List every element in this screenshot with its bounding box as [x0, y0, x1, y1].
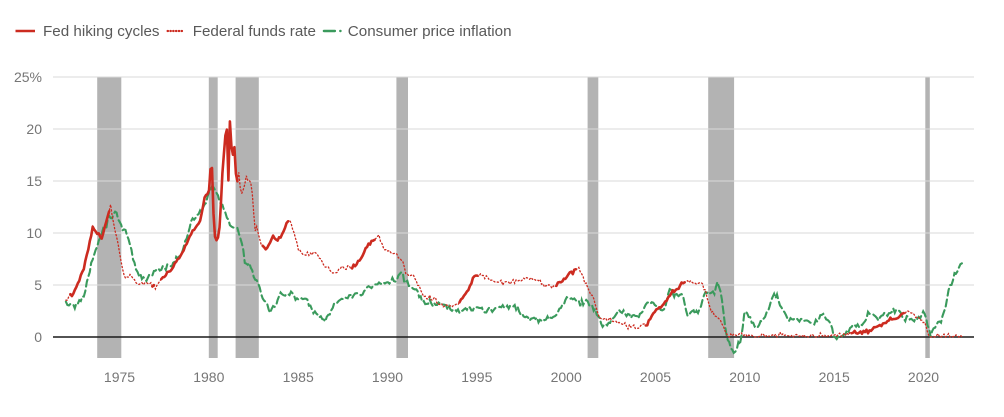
svg-text:1980: 1980	[193, 369, 224, 385]
svg-text:5: 5	[34, 277, 42, 293]
svg-text:2010: 2010	[729, 369, 760, 385]
svg-text:1975: 1975	[104, 369, 135, 385]
svg-text:Fed hiking cycles: Fed hiking cycles	[43, 23, 160, 40]
svg-text:Federal funds rate: Federal funds rate	[193, 23, 316, 40]
svg-text:1985: 1985	[283, 369, 314, 385]
svg-text:2005: 2005	[640, 369, 671, 385]
svg-text:Consumer price inflation: Consumer price inflation	[348, 23, 512, 40]
svg-text:0: 0	[34, 329, 42, 345]
svg-text:2015: 2015	[819, 369, 850, 385]
svg-text:10: 10	[26, 225, 42, 241]
svg-text:1990: 1990	[372, 369, 403, 385]
svg-text:2020: 2020	[908, 369, 939, 385]
svg-text:15: 15	[26, 173, 42, 189]
svg-text:20: 20	[26, 121, 42, 137]
svg-text:2000: 2000	[551, 369, 582, 385]
svg-text:1995: 1995	[461, 369, 492, 385]
svg-text:25%: 25%	[14, 69, 42, 85]
